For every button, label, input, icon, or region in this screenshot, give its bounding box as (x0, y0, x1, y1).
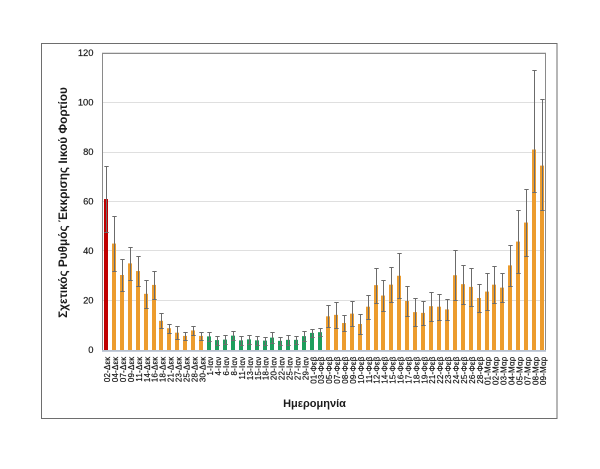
svg-text:24-Φεβ: 24-Φεβ (452, 356, 461, 383)
svg-text:01-Μαρ: 01-Μαρ (484, 356, 493, 385)
svg-text:1-Ιαν: 1-Ιαν (206, 357, 215, 376)
svg-text:28-Δεκ: 28-Δεκ (190, 357, 199, 383)
svg-text:26-Φεβ: 26-Φεβ (468, 356, 477, 383)
svg-text:25-Δεκ: 25-Δεκ (182, 357, 191, 383)
svg-text:Ημερομηνία: Ημερομηνία (283, 398, 346, 410)
svg-text:22-Φεβ: 22-Φεβ (436, 356, 445, 383)
svg-text:07-Δεκ: 07-Δεκ (119, 357, 128, 383)
svg-text:25-Ιαν: 25-Ιαν (286, 357, 295, 381)
svg-text:6-Ιαν: 6-Ιαν (222, 357, 231, 376)
svg-text:29-Ιαν: 29-Ιαν (301, 357, 310, 381)
svg-text:09-Φεβ: 09-Φεβ (349, 356, 358, 383)
svg-text:02-Μαρ: 02-Μαρ (492, 356, 501, 385)
svg-text:13-Ιαν: 13-Ιαν (246, 357, 255, 381)
svg-text:04-Μαρ: 04-Μαρ (508, 356, 517, 385)
svg-text:20-Ιαν: 20-Ιαν (270, 357, 279, 381)
svg-text:09-Μαρ: 09-Μαρ (539, 356, 548, 385)
svg-text:22-Ιαν: 22-Ιαν (278, 357, 287, 381)
svg-text:04-Δεκ: 04-Δεκ (111, 357, 120, 383)
svg-text:18-Δεκ: 18-Δεκ (159, 357, 168, 383)
svg-text:25-Φεβ: 25-Φεβ (460, 356, 469, 383)
svg-text:05-Φεβ: 05-Φεβ (325, 356, 334, 383)
svg-text:15-Φεβ: 15-Φεβ (389, 356, 398, 383)
svg-text:23-Φεβ: 23-Φεβ (444, 356, 453, 383)
svg-text:21-Δεκ: 21-Δεκ (167, 357, 176, 383)
svg-text:01-Φεβ: 01-Φεβ (309, 356, 318, 383)
svg-text:80: 80 (83, 146, 93, 157)
svg-text:18-Ιαν: 18-Ιαν (262, 357, 271, 381)
svg-text:11-Δεκ: 11-Δεκ (135, 357, 144, 382)
svg-text:11-Ιαν: 11-Ιαν (238, 357, 247, 380)
svg-text:08-Μαρ: 08-Μαρ (531, 356, 540, 385)
svg-text:40: 40 (83, 245, 93, 256)
svg-text:18-Φεβ: 18-Φεβ (412, 356, 421, 383)
svg-text:15-Ιαν: 15-Ιαν (254, 357, 263, 381)
svg-text:03-Φεβ: 03-Φεβ (317, 356, 326, 383)
svg-text:14-Δεκ: 14-Δεκ (143, 357, 152, 383)
svg-text:08-Φεβ: 08-Φεβ (341, 356, 350, 383)
svg-text:07-Μαρ: 07-Μαρ (523, 356, 532, 385)
svg-text:10-Φεβ: 10-Φεβ (357, 356, 366, 383)
svg-text:0: 0 (88, 344, 93, 355)
svg-text:14-Φεβ: 14-Φεβ (381, 356, 390, 383)
svg-text:120: 120 (78, 47, 94, 58)
svg-text:28-Φεβ: 28-Φεβ (476, 356, 485, 383)
svg-text:09-Δεκ: 09-Δεκ (127, 357, 136, 383)
svg-text:27-Ιαν: 27-Ιαν (293, 357, 302, 381)
svg-text:05-Μαρ: 05-Μαρ (515, 356, 524, 385)
svg-text:20: 20 (83, 295, 93, 306)
svg-text:23-Δεκ: 23-Δεκ (175, 357, 184, 383)
svg-text:16-Δεκ: 16-Δεκ (151, 357, 160, 383)
svg-text:16-Φεβ: 16-Φεβ (397, 356, 406, 383)
svg-text:Σχετικός Ρυθμός Έκκρισης Ιικού: Σχετικός Ρυθμός Έκκρισης Ιικού Φορτίου (56, 87, 70, 318)
svg-text:4-Ιαν: 4-Ιαν (214, 357, 223, 376)
svg-text:30-Δεκ: 30-Δεκ (198, 357, 207, 383)
svg-text:60: 60 (83, 196, 93, 207)
svg-text:8-Ιαν: 8-Ιαν (230, 357, 239, 376)
svg-text:03-Μαρ: 03-Μαρ (500, 356, 509, 385)
svg-text:17-Φεβ: 17-Φεβ (404, 356, 413, 383)
svg-text:12-Φεβ: 12-Φεβ (373, 356, 382, 383)
svg-text:02-Δεκ: 02-Δεκ (103, 357, 112, 383)
svg-text:19-Φεβ: 19-Φεβ (420, 356, 429, 383)
svg-text:100: 100 (78, 97, 94, 108)
svg-text:11-Φεβ: 11-Φεβ (365, 356, 374, 383)
svg-text:07-Φεβ: 07-Φεβ (333, 356, 342, 383)
svg-text:21-Φεβ: 21-Φεβ (428, 356, 437, 383)
